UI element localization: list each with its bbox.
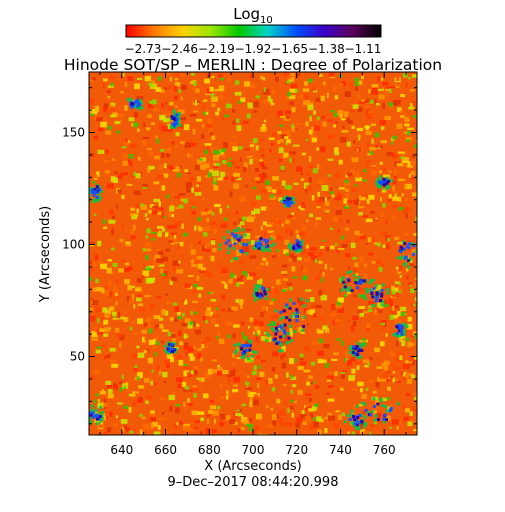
x-tick-label: 700 <box>242 443 265 457</box>
timestamp: 9–Dec–2017 08:44:20.998 <box>168 475 339 490</box>
y-tick-label: 100 <box>62 238 85 252</box>
colorbar-tick-label: −2.46 <box>161 42 198 56</box>
y-axis-label: Y (Arcseconds) <box>38 206 53 303</box>
colorbar-label: Log10 <box>233 5 273 26</box>
axis-tick-labels: 640 660 680 700 720 740 760 50 100 150 <box>62 126 396 458</box>
colorbar-tick-label: −1.92 <box>235 42 272 56</box>
colorbar-tick-label: −2.19 <box>198 42 235 56</box>
x-axis-label: X (Arcseconds) <box>204 459 301 474</box>
x-tick-label: 740 <box>329 443 352 457</box>
colorbar-tick-label: −1.11 <box>345 42 382 56</box>
x-tick-label: 720 <box>285 443 308 457</box>
colorbar-tick-label: −1.38 <box>308 42 345 56</box>
x-tick-label: 760 <box>373 443 396 457</box>
x-tick-label: 640 <box>110 443 133 457</box>
colorbar-label-subscript: 10 <box>260 15 273 26</box>
figure-title: Hinode SOT/SP – MERLIN : Degree of Polar… <box>64 56 442 74</box>
y-tick-label: 150 <box>62 126 85 140</box>
colorbar-tick-label: −2.73 <box>125 42 162 56</box>
colorbar-tick-label: −1.65 <box>271 42 308 56</box>
polarization-map <box>89 72 417 435</box>
x-tick-label: 680 <box>198 443 221 457</box>
y-tick-label: 50 <box>70 350 85 364</box>
colorbar-ticks: −2.73 −2.46 −2.19 −1.92 −1.65 −1.38 −1.11 <box>125 42 382 56</box>
colorbar <box>125 24 382 38</box>
axis-ticks <box>89 72 417 435</box>
x-tick-label: 660 <box>154 443 177 457</box>
